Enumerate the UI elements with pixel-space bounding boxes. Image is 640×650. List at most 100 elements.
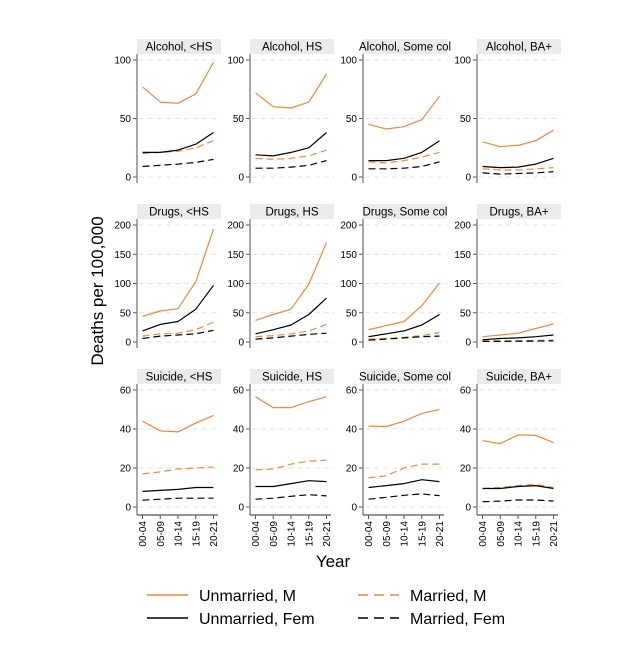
y-tick-label: 100 — [227, 279, 244, 290]
series-line-unmarried-fem — [142, 486, 214, 492]
panel-title-box — [137, 39, 221, 54]
x-tick-label: 05-09 — [156, 521, 167, 547]
series-line-married-fem — [142, 329, 214, 340]
panel-drugs-hs: Drugs, <HS 0 50 100 150 200 — [114, 204, 221, 349]
series-line-married-fem — [255, 332, 327, 340]
y-tick-label: 200 — [227, 221, 244, 232]
series-line-married-fem — [368, 493, 440, 500]
series-line-married-m — [255, 459, 327, 471]
panel-suicide-ba: Suicide, BA+ 0 20 40 60 00-04 05-09 10-14 15-19 2… — [460, 369, 561, 547]
x-tick-label: 10-14 — [174, 521, 185, 547]
y-tick-label: 0 — [351, 338, 357, 349]
x-tick-label: 05-09 — [382, 521, 393, 547]
series-line-unmarried-m — [368, 408, 440, 428]
y-tick-label: 50 — [233, 114, 245, 125]
y-tick-label: 50 — [460, 308, 472, 319]
series-line-unmarried-fem — [482, 157, 554, 169]
series-line-unmarried-m — [255, 73, 328, 109]
series-line-married-m — [482, 484, 554, 490]
series-line-married-fem — [255, 494, 327, 500]
series-line-married-m — [142, 321, 214, 337]
panel-title: Alcohol, HS — [262, 42, 322, 54]
series-line-unmarried-fem — [255, 480, 327, 488]
panel-title: Alcohol, BA+ — [486, 42, 552, 54]
panel-title: Alcohol, <HS — [146, 42, 213, 54]
panel-title-box — [363, 39, 447, 54]
x-tick-label: 10-14 — [400, 521, 411, 547]
y-tick-label: 0 — [238, 173, 244, 184]
x-tick-label: 20-21 — [549, 521, 560, 547]
panel-title: Drugs, HS — [265, 207, 318, 219]
panel-alcohol-hs: Alcohol, HS 0 50 100 — [227, 39, 334, 184]
x-tick-label: 20-21 — [209, 521, 220, 547]
panel-title: Drugs, BA+ — [489, 207, 548, 219]
panel-title: Suicide, <HS — [146, 372, 213, 384]
series-line-unmarried-m — [255, 242, 328, 321]
series-line-married-fem — [368, 161, 440, 170]
x-tick-label: 15-19 — [191, 521, 202, 547]
series-line-unmarried-fem — [482, 334, 554, 341]
y-tick-label: 0 — [465, 503, 471, 514]
y-tick-label: 100 — [340, 279, 357, 290]
panel-title: Suicide, HS — [262, 372, 322, 384]
x-tick-label: 20-21 — [322, 521, 333, 547]
x-tick-label: 00-04 — [364, 521, 375, 547]
series-line-married-fem — [255, 160, 327, 169]
series-line-married-fem — [368, 335, 440, 341]
panel-title-box — [250, 39, 334, 54]
panel-suicide-some-col: Suicide, Some col 0 20 40 60 00-04 05-09 10-14 1… — [346, 369, 451, 547]
series-line-married-m — [142, 140, 214, 155]
y-tick-label: 0 — [125, 338, 131, 349]
x-tick-label: 05-09 — [269, 521, 280, 547]
series-line-married-fem — [142, 158, 214, 168]
y-tick-label: 20 — [233, 464, 245, 475]
series-line-unmarried-m — [368, 282, 440, 331]
panel-suicide-hs: Suicide, <HS 0 20 40 60 00-04 05-09 10-14 15-19 2… — [120, 369, 221, 547]
series-line-married-m — [255, 323, 327, 338]
legend-item-married-fem: Married, Fem — [358, 611, 505, 628]
x-tick-label: 00-04 — [478, 521, 489, 547]
y-tick-label: 0 — [238, 338, 244, 349]
series-line-married-m — [368, 463, 440, 479]
series-line-unmarried-fem — [255, 297, 327, 335]
series-line-unmarried-m — [482, 323, 554, 338]
y-tick-label: 0 — [125, 173, 131, 184]
y-tick-label: 20 — [460, 464, 472, 475]
x-tick-label: 15-19 — [304, 521, 315, 547]
series-line-unmarried-m — [142, 62, 215, 104]
y-tick-label: 200 — [340, 221, 357, 232]
series-line-unmarried-m — [368, 95, 440, 130]
x-tick-label: 05-09 — [496, 521, 507, 547]
legend-label: Married, Fem — [410, 611, 505, 628]
panel-title-box — [137, 369, 221, 384]
series-line-unmarried-m — [142, 228, 215, 317]
panel-title: Suicide, BA+ — [486, 372, 552, 384]
y-tick-label: 200 — [114, 221, 131, 232]
y-tick-label: 40 — [233, 425, 245, 436]
y-tick-label: 100 — [114, 56, 131, 67]
series-line-unmarried-fem — [142, 284, 214, 332]
panel-title-box — [363, 369, 447, 384]
legend-item-unmarried-m: Unmarried, M — [147, 588, 296, 605]
panel-title: Alcohol, Some col — [359, 42, 451, 54]
y-tick-label: 100 — [227, 56, 244, 67]
panel-drugs-hs: Drugs, HS 0 50 100 150 200 — [227, 204, 334, 349]
series-line-unmarried-m — [482, 434, 554, 445]
x-tick-label: 10-14 — [287, 521, 298, 547]
y-tick-label: 20 — [120, 464, 132, 475]
series-line-married-fem — [482, 499, 554, 503]
series-line-unmarried-fem — [255, 132, 327, 157]
panel-title-box — [250, 369, 334, 384]
panel-title-box — [477, 369, 561, 384]
panel-suicide-hs: Suicide, HS 0 20 40 60 00-04 05-09 10-14 15-19 20… — [233, 369, 334, 547]
panel-title: Drugs, <HS — [149, 207, 209, 219]
panel-title: Suicide, Some col — [359, 372, 451, 384]
series-line-unmarried-m — [482, 129, 554, 148]
series-line-unmarried-fem — [482, 485, 554, 490]
series-line-married-m — [482, 167, 554, 171]
y-tick-label: 40 — [460, 425, 472, 436]
panel-alcohol-hs: Alcohol, <HS 0 50 100 — [114, 39, 221, 184]
y-axis-title: Deaths per 100,000 — [88, 216, 107, 365]
series-line-unmarried-fem — [368, 140, 440, 162]
